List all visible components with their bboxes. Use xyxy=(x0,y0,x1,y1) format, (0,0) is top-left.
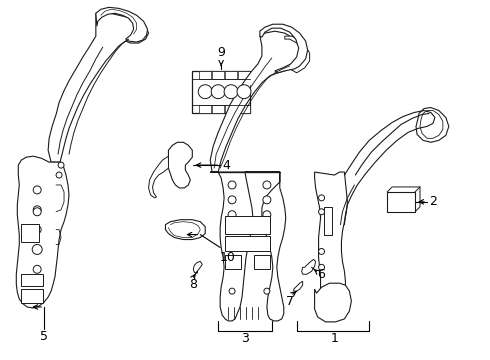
Circle shape xyxy=(263,211,271,219)
Polygon shape xyxy=(199,71,211,79)
Text: 5: 5 xyxy=(40,330,48,343)
Polygon shape xyxy=(96,7,147,42)
Circle shape xyxy=(56,172,62,178)
Polygon shape xyxy=(238,105,250,113)
Polygon shape xyxy=(192,71,250,113)
Circle shape xyxy=(33,208,41,216)
Polygon shape xyxy=(225,71,237,79)
Polygon shape xyxy=(16,156,69,308)
Circle shape xyxy=(318,264,324,270)
Bar xyxy=(21,274,43,286)
Circle shape xyxy=(229,288,235,294)
Circle shape xyxy=(33,246,41,253)
Polygon shape xyxy=(166,220,205,239)
Circle shape xyxy=(263,196,271,204)
Text: 8: 8 xyxy=(189,278,197,291)
Polygon shape xyxy=(420,111,443,138)
Polygon shape xyxy=(48,13,148,162)
Text: 10: 10 xyxy=(220,251,236,265)
Circle shape xyxy=(33,206,41,214)
Polygon shape xyxy=(260,24,308,73)
Text: 1: 1 xyxy=(331,332,339,345)
Circle shape xyxy=(318,195,324,201)
Polygon shape xyxy=(285,36,310,73)
Circle shape xyxy=(228,181,236,189)
Circle shape xyxy=(264,288,270,294)
Text: 6: 6 xyxy=(318,268,325,281)
Text: 2: 2 xyxy=(429,195,437,208)
Polygon shape xyxy=(212,71,224,79)
Polygon shape xyxy=(148,156,169,198)
Bar xyxy=(21,289,43,303)
Polygon shape xyxy=(210,31,303,172)
Circle shape xyxy=(33,265,41,273)
Polygon shape xyxy=(225,105,237,113)
Polygon shape xyxy=(294,281,303,291)
Text: 7: 7 xyxy=(286,294,294,307)
Text: 3: 3 xyxy=(241,332,249,345)
Polygon shape xyxy=(238,71,250,79)
Polygon shape xyxy=(212,105,224,113)
Circle shape xyxy=(33,226,41,234)
Text: 9: 9 xyxy=(217,46,225,59)
Bar xyxy=(254,255,270,269)
Circle shape xyxy=(211,85,225,99)
Polygon shape xyxy=(315,283,351,322)
Circle shape xyxy=(224,85,238,99)
Circle shape xyxy=(33,186,41,194)
Circle shape xyxy=(237,85,251,99)
Polygon shape xyxy=(210,172,286,321)
Polygon shape xyxy=(199,105,211,113)
Circle shape xyxy=(228,196,236,204)
Circle shape xyxy=(318,248,324,255)
Polygon shape xyxy=(302,260,316,274)
Bar xyxy=(225,255,241,269)
Bar xyxy=(387,192,415,212)
Polygon shape xyxy=(416,108,449,142)
Text: 4: 4 xyxy=(222,159,230,172)
Polygon shape xyxy=(193,261,202,273)
Circle shape xyxy=(198,85,212,99)
Bar xyxy=(21,224,39,242)
Circle shape xyxy=(32,244,42,255)
Bar xyxy=(225,235,270,251)
Polygon shape xyxy=(315,172,347,321)
Bar xyxy=(225,216,270,234)
Circle shape xyxy=(228,211,236,219)
Bar xyxy=(323,207,332,235)
Circle shape xyxy=(58,162,64,168)
Circle shape xyxy=(318,209,324,215)
Polygon shape xyxy=(169,142,192,188)
Circle shape xyxy=(263,181,271,189)
